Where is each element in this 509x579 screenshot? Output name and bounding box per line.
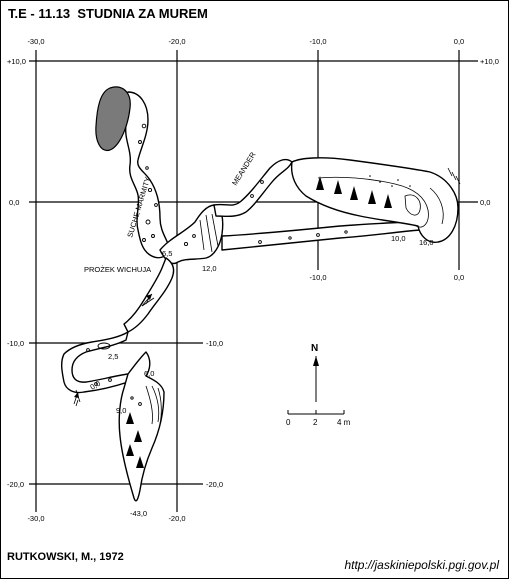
- author-credit: RUTKOWSKI, M., 1972: [7, 551, 124, 563]
- map-title: T.E - 11.13 STUDNIA ZA MUREM: [8, 6, 208, 21]
- depth-value: 12,0: [202, 264, 217, 273]
- slope-arrows: [316, 176, 392, 208]
- scale-mid: 2: [313, 418, 318, 427]
- scale-bar: 0 2 4 m: [286, 410, 351, 427]
- suche-marmity-passage: [95, 86, 171, 259]
- x-bottom-label: -20,0: [168, 514, 185, 523]
- y-right-label: -10,0: [206, 339, 223, 348]
- y-left-label: -10,0: [7, 339, 24, 348]
- y-left-label: +10,0: [7, 57, 26, 66]
- depth-value: 10,0: [391, 234, 406, 243]
- x-top-label: 0,0: [454, 37, 464, 46]
- depth-value: -43,0: [130, 509, 147, 518]
- x-inner-bottom-label: -10,0: [309, 273, 326, 282]
- meander-label: MEANDER: [230, 150, 258, 187]
- y-right-label: +10,0: [480, 57, 499, 66]
- przezek-label: PROŻEK WICHUJA: [84, 265, 151, 274]
- przezek-passage: [123, 257, 175, 333]
- north-letter: N: [311, 343, 318, 354]
- depth-value: 6,0: [144, 369, 154, 378]
- depth-labels: 6,5 12,0 10,0 16,0 2,5 6,0 9,0 -43,0 0,0: [89, 234, 434, 518]
- meander-passage: [213, 158, 293, 218]
- x-bottom-label: -30,0: [27, 514, 44, 523]
- descent-arrows: [126, 412, 144, 468]
- x-top-label: -30,0: [27, 37, 44, 46]
- depth-value: 6,5: [162, 249, 172, 258]
- grid-labels: -30,0 -20,0 -10,0 0,0 +10,0 0,0 -10,0 -2…: [7, 37, 499, 523]
- entrance-arrows: [73, 293, 153, 405]
- y-right-label: -20,0: [206, 480, 223, 489]
- shaded-chamber: [95, 86, 131, 152]
- depth-value: 9,0: [116, 406, 126, 415]
- x-top-label: -20,0: [168, 37, 185, 46]
- scale-zero: 0: [286, 418, 291, 427]
- scale-end: 4 m: [337, 418, 351, 427]
- depth-value: 2,5: [108, 352, 118, 361]
- x-top-label: -10,0: [309, 37, 326, 46]
- descending-chamber: [118, 351, 165, 502]
- junction-chamber: [159, 204, 224, 265]
- y-left-label: 0,0: [9, 198, 19, 207]
- depth-value: 16,0: [419, 238, 434, 247]
- north-arrow: N: [311, 343, 319, 402]
- y-left-label: -20,0: [7, 480, 24, 489]
- x-inner-bottom-label: 0,0: [454, 273, 464, 282]
- western-loop: [61, 331, 129, 407]
- east-hall: [290, 157, 461, 243]
- source-url: http://jaskiniepolski.pgi.gov.pl: [344, 558, 499, 572]
- y-right-label: 0,0: [480, 198, 490, 207]
